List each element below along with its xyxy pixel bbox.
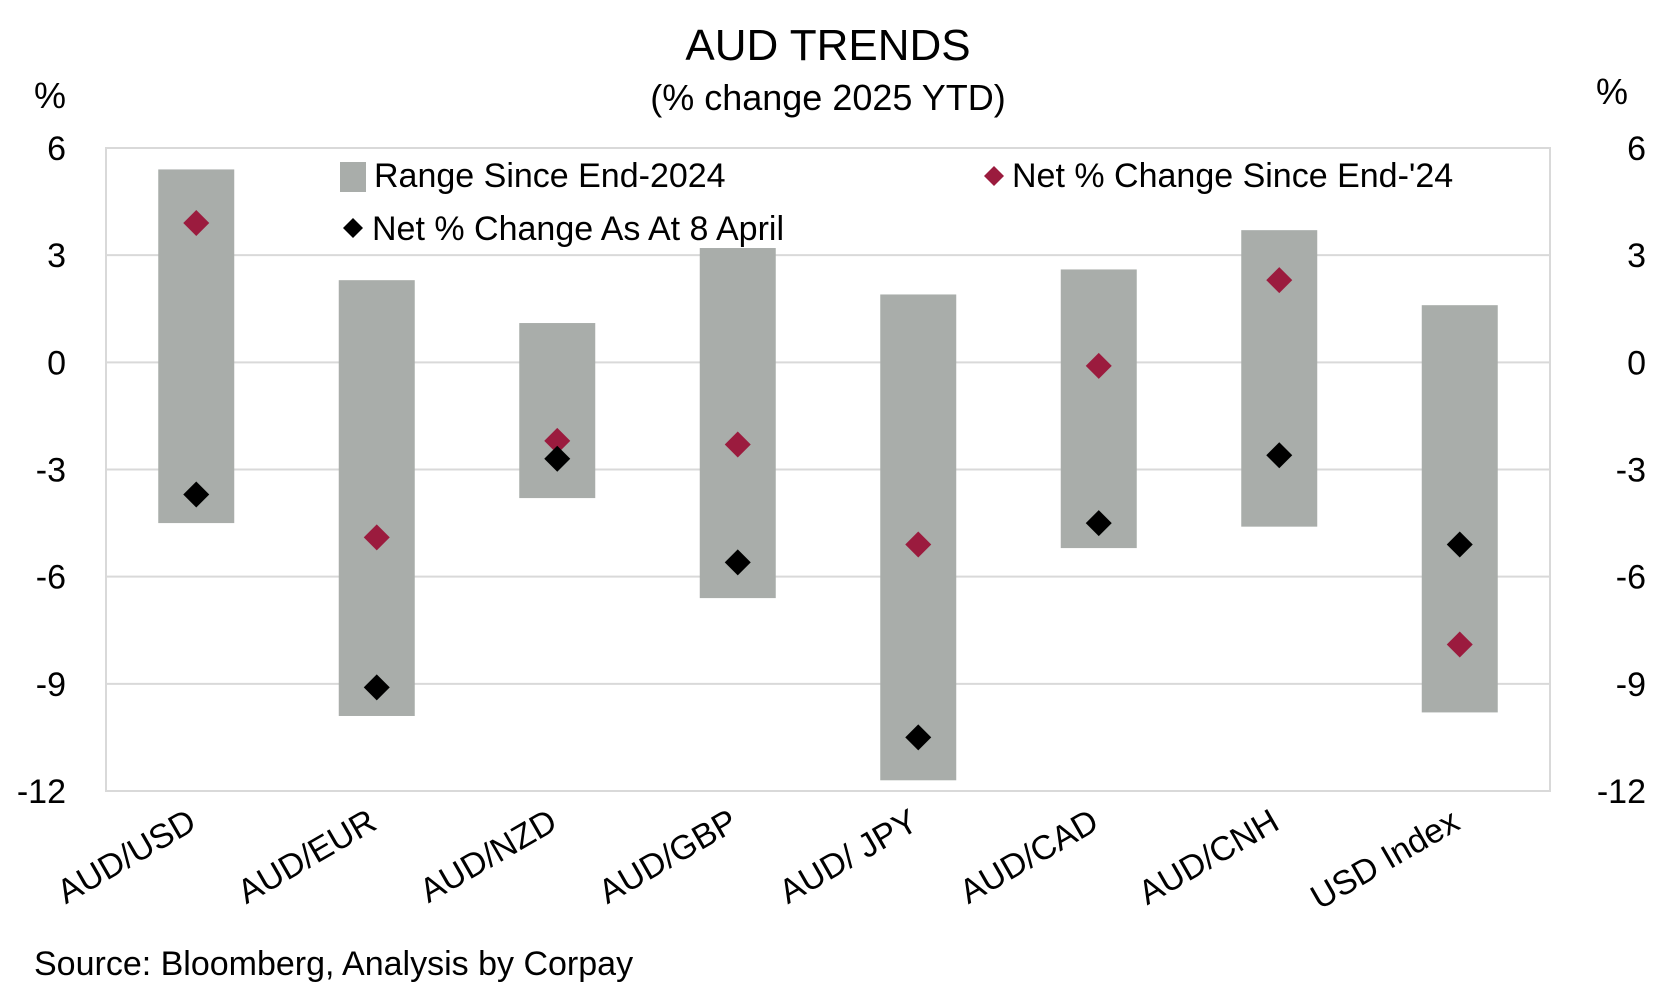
net-change-as-at-8-april-marker bbox=[363, 674, 390, 701]
net-change-since-end-24-marker bbox=[1266, 267, 1293, 294]
left-axis-unit: % bbox=[34, 75, 66, 116]
right-tick-label: -12 bbox=[1597, 773, 1646, 811]
left-tick-label: -9 bbox=[36, 666, 66, 704]
net-change-since-end-24-marker bbox=[1085, 352, 1112, 379]
net-change-as-at-8-april-marker bbox=[1266, 442, 1293, 469]
right-tick-label: 0 bbox=[1627, 344, 1646, 382]
range-bar bbox=[1060, 269, 1137, 549]
left-tick-label: 0 bbox=[47, 344, 66, 382]
net-change-since-end-24-marker bbox=[1446, 631, 1473, 658]
category-labels: AUD/USD AUD/EUR AUD/NZD AUD/GBP AUD/ JPY AUD/… bbox=[51, 802, 1466, 917]
gridlines bbox=[106, 147, 1550, 792]
range-bars bbox=[158, 169, 1498, 781]
left-axis: 6 3 0 -3 -6 -9 -12 bbox=[17, 130, 66, 811]
category-label: AUD/USD bbox=[51, 802, 203, 911]
net-change-as-at-8-april-marker bbox=[1446, 531, 1473, 558]
category-label: AUD/GBP bbox=[592, 802, 744, 911]
chart-title: AUD TRENDS bbox=[685, 21, 970, 70]
left-tick-label: -6 bbox=[36, 559, 66, 597]
net-change-as-at-8-april-marker bbox=[724, 549, 751, 576]
right-tick-label: -9 bbox=[1616, 666, 1646, 704]
plot-area-border bbox=[105, 147, 1551, 792]
left-tick-label: -12 bbox=[17, 773, 66, 811]
left-tick-label: -3 bbox=[36, 452, 66, 490]
net-change-since-end-24-markers bbox=[183, 210, 1473, 658]
category-label: AUD/ JPY bbox=[773, 802, 925, 911]
right-axis-unit: % bbox=[1596, 71, 1628, 112]
net-change-since-end-24-marker bbox=[183, 210, 210, 237]
net-change-since-end-24-marker bbox=[544, 427, 571, 454]
source-note: Source: Bloomberg, Analysis by Corpay bbox=[34, 945, 633, 983]
range-bar bbox=[699, 248, 776, 599]
right-tick-label: 3 bbox=[1627, 237, 1646, 275]
net-change-as-at-8-april-marker bbox=[183, 481, 210, 508]
chart-subtitle: (% change 2025 YTD) bbox=[650, 77, 1006, 118]
net-change-as-at-8-april-marker bbox=[1085, 510, 1112, 537]
legend: Range Since End-2024 Net % Change Since … bbox=[340, 157, 1453, 248]
legend-net-8april-marker bbox=[343, 218, 363, 238]
category-label: USD Index bbox=[1304, 802, 1465, 917]
category-label: AUD/CNH bbox=[1132, 802, 1285, 912]
left-tick-label: 3 bbox=[47, 237, 66, 275]
category-label: AUD/EUR bbox=[231, 802, 383, 911]
net-change-as-at-8-april-marker bbox=[544, 445, 571, 472]
legend-net-end24-marker bbox=[984, 166, 1004, 186]
range-bar bbox=[519, 323, 596, 499]
right-tick-label: -3 bbox=[1616, 452, 1646, 490]
right-axis: 6 3 0 -3 -6 -9 -12 bbox=[1597, 130, 1646, 811]
net-change-since-end-24-marker bbox=[363, 524, 390, 551]
category-label: AUD/NZD bbox=[413, 802, 563, 910]
right-tick-label: -6 bbox=[1616, 559, 1646, 597]
net-change-as-at-8-april-marker bbox=[905, 724, 932, 751]
legend-range-swatch bbox=[340, 162, 366, 192]
legend-net-8april-label: Net % Change As At 8 April bbox=[372, 210, 784, 248]
category-label: AUD/CAD bbox=[953, 802, 1105, 911]
net-change-as-at-8-april-markers bbox=[183, 442, 1473, 751]
legend-range-label: Range Since End-2024 bbox=[374, 157, 726, 195]
net-change-since-end-24-marker bbox=[724, 431, 751, 458]
net-change-since-end-24-marker bbox=[905, 531, 932, 558]
range-bar bbox=[338, 280, 415, 716]
right-tick-label: 6 bbox=[1627, 130, 1646, 168]
left-tick-label: 6 bbox=[47, 130, 66, 168]
legend-net-end24-label: Net % Change Since End-'24 bbox=[1012, 157, 1453, 195]
